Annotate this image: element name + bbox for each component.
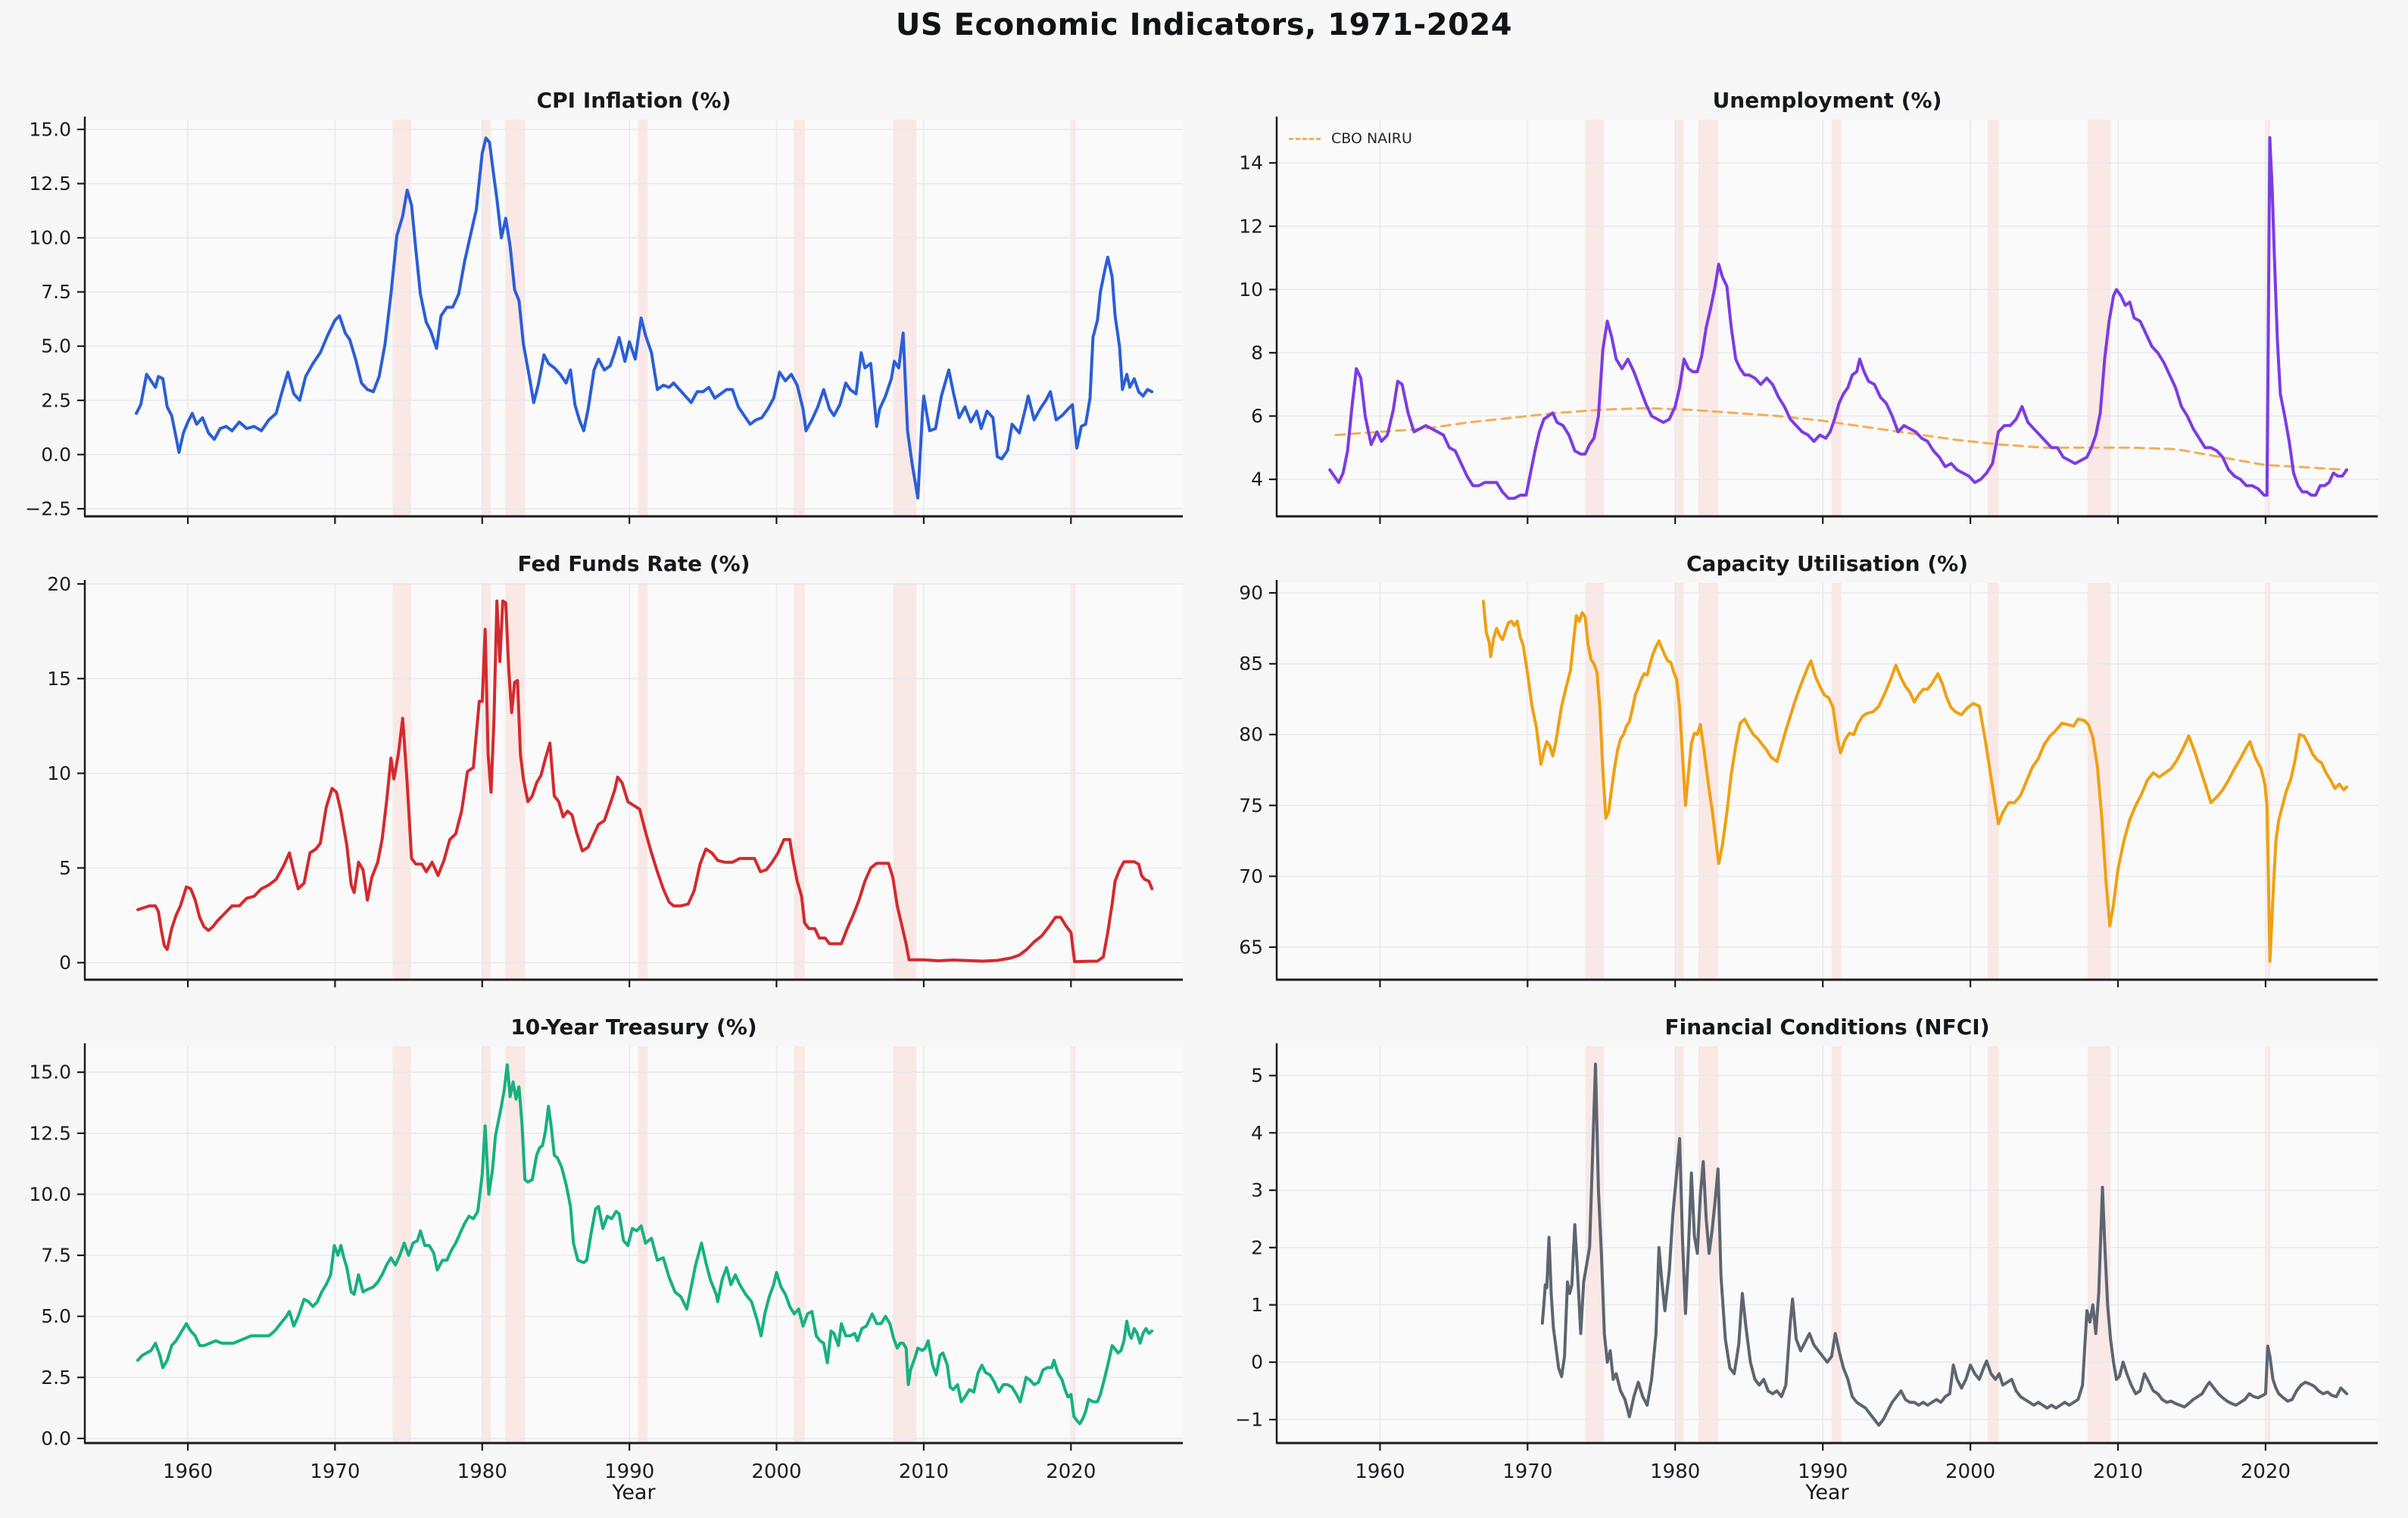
svg-text:12.5: 12.5 (29, 1122, 71, 1144)
figure-title: US Economic Indicators, 1971-2024 (895, 8, 1513, 42)
svg-text:70: 70 (1239, 865, 1263, 887)
svg-text:75: 75 (1239, 794, 1263, 816)
svg-text:10.0: 10.0 (29, 227, 71, 249)
panel-title-cpi-inflation: CPI Inflation (%) (536, 88, 731, 113)
svg-text:20: 20 (47, 573, 71, 595)
svg-text:15.0: 15.0 (29, 1061, 71, 1083)
svg-text:90: 90 (1239, 582, 1263, 604)
svg-text:2020: 2020 (1046, 1460, 1096, 1483)
svg-text:10: 10 (1239, 279, 1263, 301)
nairu-legend-label: CBO NAIRU (1331, 130, 1412, 147)
svg-text:1990: 1990 (604, 1460, 654, 1483)
svg-text:1960: 1960 (163, 1460, 213, 1483)
svg-text:0.0: 0.0 (41, 444, 71, 466)
svg-text:4: 4 (1251, 1122, 1263, 1144)
financial-conditions-chart: −1 0 1 2 3 4 5 1960 1970 1980 1990 2000 2010 2020 (1235, 1043, 2378, 1483)
svg-text:1: 1 (1251, 1294, 1263, 1316)
svg-text:7.5: 7.5 (41, 281, 71, 303)
fed-funds-rate-chart: 0 5 10 15 20 (47, 573, 1183, 987)
svg-text:2010: 2010 (2093, 1460, 2143, 1483)
svg-text:1990: 1990 (1798, 1460, 1848, 1483)
x-axis-label-right: Year (1805, 1481, 1849, 1504)
svg-text:2020: 2020 (2241, 1460, 2291, 1483)
svg-text:1980: 1980 (1650, 1460, 1700, 1483)
svg-text:4: 4 (1251, 469, 1263, 491)
10-year-treasury-chart: 0.0 2.5 5.0 7.5 10.0 12.5 15.0 1960 1970 1980 1990… (29, 1043, 1183, 1483)
svg-text:5.0: 5.0 (41, 1305, 71, 1327)
svg-text:1980: 1980 (457, 1460, 507, 1483)
svg-text:12.5: 12.5 (29, 173, 71, 195)
svg-text:3: 3 (1251, 1180, 1263, 1202)
svg-text:0.0: 0.0 (41, 1427, 71, 1449)
svg-text:0: 0 (1251, 1351, 1263, 1373)
svg-text:2.5: 2.5 (41, 389, 71, 411)
svg-text:1960: 1960 (1355, 1460, 1405, 1483)
unemployment-chart: 4 6 8 10 12 14 (1239, 117, 2378, 524)
panel-title-capacity-utilisation: Capacity Utilisation (%) (1686, 551, 1968, 576)
svg-text:6: 6 (1251, 405, 1263, 427)
cpi-inflation-chart: −2.5 0.0 2.5 5.0 7.5 10.0 12.5 15.0 (25, 117, 1183, 524)
svg-text:2000: 2000 (751, 1460, 801, 1483)
svg-text:2: 2 (1251, 1236, 1263, 1258)
svg-text:−1: −1 (1235, 1409, 1263, 1431)
nairu-dash-swatch (1289, 137, 1321, 140)
svg-text:85: 85 (1239, 653, 1263, 675)
nairu-legend: CBO NAIRU (1289, 130, 1412, 147)
svg-text:2010: 2010 (899, 1460, 949, 1483)
svg-text:1970: 1970 (310, 1460, 360, 1483)
svg-text:7.5: 7.5 (41, 1245, 71, 1267)
svg-text:12: 12 (1239, 215, 1263, 237)
panel-title-fed-funds-rate: Fed Funds Rate (%) (517, 551, 750, 576)
svg-text:8: 8 (1251, 342, 1263, 364)
svg-text:2000: 2000 (1945, 1460, 1995, 1483)
svg-text:65: 65 (1239, 937, 1263, 958)
svg-text:10.0: 10.0 (29, 1183, 71, 1205)
svg-text:5: 5 (1251, 1064, 1263, 1086)
svg-text:5: 5 (59, 857, 71, 879)
svg-text:15: 15 (47, 668, 71, 690)
svg-text:15.0: 15.0 (29, 118, 71, 140)
x-axis-label-left: Year (612, 1481, 656, 1504)
svg-text:5.0: 5.0 (41, 335, 71, 357)
capacity-utilisation-chart: 65 70 75 80 85 90 (1239, 580, 2378, 987)
svg-text:10: 10 (47, 762, 71, 784)
svg-text:80: 80 (1239, 724, 1263, 746)
svg-text:14: 14 (1239, 152, 1263, 174)
svg-text:1970: 1970 (1502, 1460, 1552, 1483)
panel-title-10-year-treasury: 10-Year Treasury (%) (510, 1015, 757, 1040)
panel-title-unemployment: Unemployment (%) (1712, 88, 1942, 113)
panel-title-financial-conditions: Financial Conditions (NFCI) (1664, 1015, 1990, 1040)
svg-text:0: 0 (59, 952, 71, 974)
svg-text:−2.5: −2.5 (25, 498, 71, 520)
svg-text:2.5: 2.5 (41, 1367, 71, 1389)
